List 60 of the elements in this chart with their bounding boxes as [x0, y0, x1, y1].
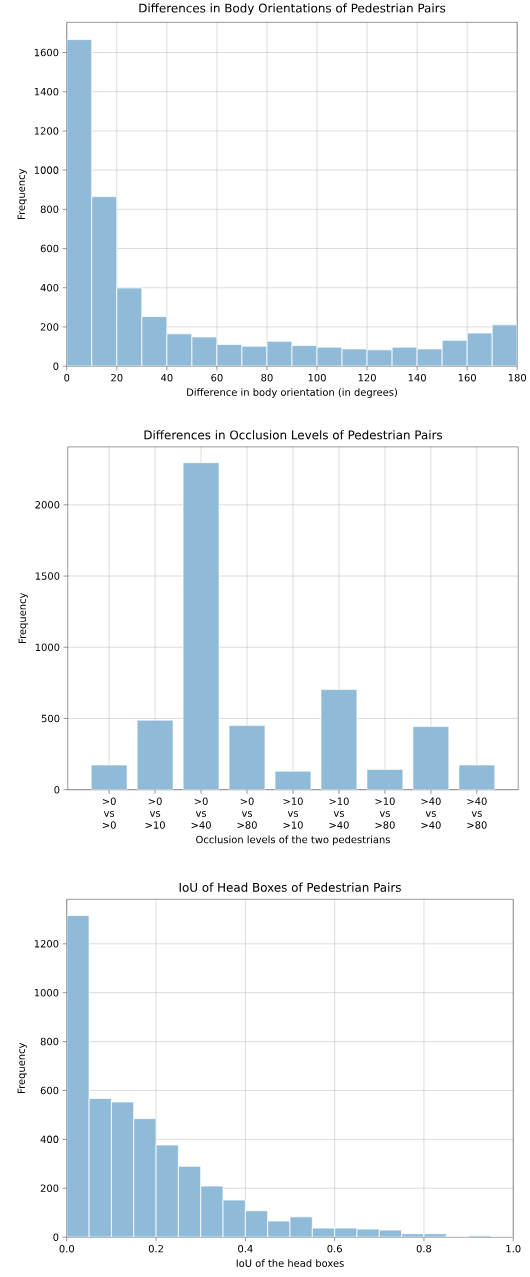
y-tick-label: 1500: [35, 572, 60, 580]
x-tick-label: >0 vs >10: [145, 797, 165, 829]
y-tick-label: 800: [40, 205, 59, 214]
x-tick-label: 160: [458, 373, 476, 382]
x-tick-label: 20: [111, 373, 123, 382]
x-tick-label: 0.2: [148, 1244, 163, 1253]
y-tick-label: 1000: [34, 988, 59, 997]
y-tick-label: 1000: [35, 643, 60, 652]
x-tick-label: 0: [64, 373, 70, 382]
bar: [412, 726, 449, 790]
chart-title: Differences in Occlusion Levels of Pedestrian Pairs: [144, 430, 443, 440]
y-tick-label: 1200: [34, 940, 59, 948]
x-tick-label: >0 vs >40: [191, 797, 211, 829]
x-tick-label: 0.0: [59, 1244, 75, 1253]
x-tick-label: >0 vs >80: [237, 797, 257, 829]
x-tick-label: >10 vs >40: [329, 797, 349, 829]
bar: [137, 720, 174, 790]
y-tick-label: 500: [41, 714, 60, 723]
x-axis-title: IoU of the head boxes: [236, 1259, 344, 1267]
x-tick-label: 0.8: [416, 1244, 432, 1253]
bar: [229, 725, 265, 790]
y-tick-label: 0: [53, 362, 59, 370]
x-axis-title: Difference in body orientation (in degrees): [187, 388, 397, 398]
y-axis-title: Frequency: [18, 592, 28, 643]
bar: [321, 689, 357, 790]
chart-title: IoU of Head Boxes of Pedestrian Pairs: [179, 882, 401, 892]
x-axis-title: Occlusion levels of the two pedestrians: [196, 835, 390, 846]
y-tick-label: 2000: [35, 501, 60, 509]
y-tick-label: 400: [40, 1135, 59, 1144]
y-axis-title: Frequency: [17, 168, 27, 219]
y-tick-label: 400: [40, 283, 59, 292]
x-tick-label: >10 vs >10: [283, 797, 303, 829]
y-tick-label: 600: [40, 244, 59, 253]
y-tick-label: 800: [40, 1037, 59, 1046]
y-tick-label: 600: [40, 1086, 59, 1095]
x-tick-label: 40: [161, 373, 173, 382]
x-tick-label: 140: [408, 373, 426, 382]
y-tick-label: 1600: [34, 48, 59, 57]
x-tick-label: >0 vs >0: [102, 797, 116, 829]
y-tick-label: 0: [54, 785, 60, 794]
bar: [183, 462, 219, 790]
y-tick-label: 1200: [34, 127, 59, 135]
x-tick-label: 1.0: [506, 1244, 521, 1253]
x-tick-label: 80: [261, 373, 273, 382]
y-tick-label: 1400: [34, 87, 59, 96]
x-tick-label: 120: [358, 373, 376, 382]
y-tick-label: 200: [40, 323, 59, 331]
y-axis-title: Frequency: [17, 1042, 27, 1093]
y-tick-label: 200: [40, 1184, 59, 1193]
x-tick-label: 0.4: [238, 1244, 253, 1253]
x-tick-label: 100: [308, 373, 326, 382]
x-tick-label: 0.6: [327, 1244, 342, 1253]
x-tick-label: 180: [508, 373, 527, 382]
chart-title: Differences in Body Orientations of Pedestrian Pairs: [139, 3, 446, 15]
y-tick-label: 0: [53, 1233, 59, 1241]
y-tick-label: 1000: [34, 166, 59, 174]
x-tick-label: 60: [211, 373, 223, 382]
x-tick-label: >40 vs >80: [467, 797, 487, 829]
x-tick-label: >40 vs >40: [421, 797, 441, 829]
x-tick-label: >10 vs >80: [375, 797, 395, 829]
